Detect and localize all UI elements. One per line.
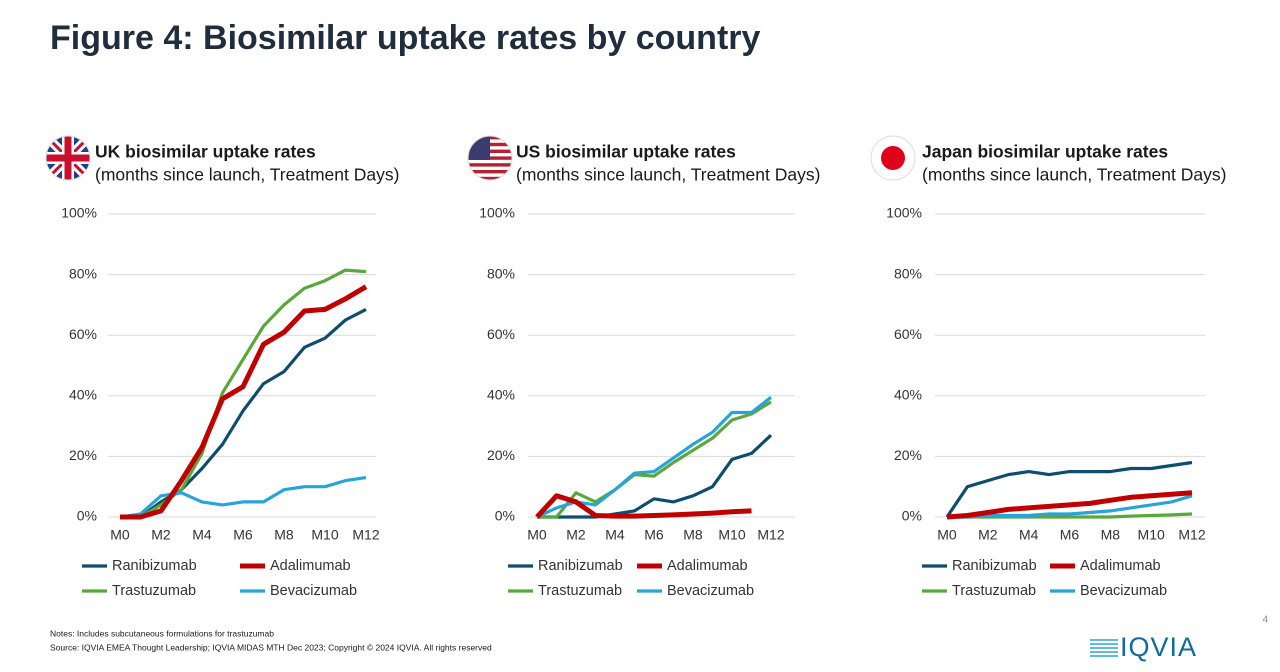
y-tick-label: 40% bbox=[69, 387, 97, 403]
series-line bbox=[120, 268, 367, 519]
y-tick-label: 80% bbox=[69, 265, 97, 281]
legend-label: Adalimumab bbox=[1080, 558, 1161, 574]
legend-label: Bevacizumab bbox=[270, 583, 357, 599]
series-line bbox=[947, 494, 1193, 519]
series-line bbox=[535, 493, 752, 519]
x-tick-label: M12 bbox=[352, 527, 379, 543]
y-tick-label: 0% bbox=[77, 508, 97, 524]
y-tick-label: 0% bbox=[495, 508, 515, 524]
x-tick-label: M10 bbox=[718, 527, 745, 543]
x-tick-label: M4 bbox=[192, 527, 212, 543]
x-tick-label: M2 bbox=[978, 527, 998, 543]
series-line bbox=[537, 434, 773, 519]
y-tick-label: 100% bbox=[61, 205, 97, 221]
source: Source: IQVIA EMEA Thought Leadership; I… bbox=[50, 642, 492, 652]
x-tick-label: M8 bbox=[683, 527, 703, 543]
y-tick-label: 100% bbox=[886, 205, 922, 221]
y-tick-label: 20% bbox=[894, 447, 922, 463]
notes: Notes: Includes subcutaneous formulation… bbox=[50, 628, 274, 638]
legend-label: Ranibizumab bbox=[112, 558, 197, 574]
page-number: 4 bbox=[1262, 615, 1268, 626]
y-tick-label: 20% bbox=[69, 447, 97, 463]
chart-title: Japan biosimilar uptake rates bbox=[922, 142, 1168, 162]
series-line bbox=[119, 476, 367, 519]
y-tick-label: 0% bbox=[902, 508, 922, 524]
legend-label: Bevacizumab bbox=[667, 583, 754, 599]
legend-label: Trastuzumab bbox=[538, 583, 622, 599]
chart-subtitle: (months since launch, Treatment Days) bbox=[922, 165, 1226, 185]
legend-label: Ranibizumab bbox=[538, 558, 623, 574]
series-line bbox=[120, 307, 367, 519]
logo-text: IQVIA bbox=[1120, 632, 1197, 662]
series-line bbox=[946, 490, 1193, 520]
y-tick-label: 20% bbox=[487, 447, 515, 463]
x-tick-label: M6 bbox=[1060, 527, 1080, 543]
y-tick-label: 40% bbox=[487, 387, 515, 403]
legend-label: Bevacizumab bbox=[1080, 583, 1167, 599]
legend-label: Ranibizumab bbox=[952, 558, 1037, 574]
x-tick-label: M12 bbox=[1178, 527, 1205, 543]
chart-title: US biosimilar uptake rates bbox=[516, 142, 736, 162]
x-tick-label: M12 bbox=[757, 527, 784, 543]
y-tick-label: 80% bbox=[487, 265, 515, 281]
series-line bbox=[537, 400, 772, 519]
uk-flag bbox=[46, 136, 90, 180]
x-tick-label: M10 bbox=[1138, 527, 1165, 543]
flag-ring bbox=[467, 135, 513, 181]
y-tick-label: 100% bbox=[479, 205, 515, 221]
x-tick-label: M8 bbox=[1101, 527, 1121, 543]
y-tick-label: 60% bbox=[894, 326, 922, 342]
y-tick-label: 80% bbox=[894, 265, 922, 281]
x-tick-label: M8 bbox=[274, 527, 294, 543]
y-tick-label: 60% bbox=[487, 326, 515, 342]
legend-label: Trastuzumab bbox=[112, 583, 196, 599]
series-line bbox=[120, 284, 368, 520]
x-tick-label: M6 bbox=[233, 527, 253, 543]
x-tick-label: M10 bbox=[311, 527, 338, 543]
series-line bbox=[945, 460, 1193, 518]
x-tick-label: M2 bbox=[151, 527, 171, 543]
chart-title: UK biosimilar uptake rates bbox=[95, 142, 316, 162]
legend-label: Adalimumab bbox=[270, 558, 351, 574]
x-tick-label: M6 bbox=[644, 527, 664, 543]
y-tick-label: 40% bbox=[894, 387, 922, 403]
legend-label: Trastuzumab bbox=[952, 583, 1036, 599]
x-tick-label: M4 bbox=[1019, 527, 1039, 543]
flag-ring bbox=[45, 135, 91, 181]
legend-label: Adalimumab bbox=[667, 558, 748, 574]
y-tick-label: 60% bbox=[69, 326, 97, 342]
x-tick-label: M0 bbox=[937, 527, 957, 543]
chart-subtitle: (months since launch, Treatment Days) bbox=[95, 165, 399, 185]
x-tick-label: M0 bbox=[527, 527, 547, 543]
x-tick-label: M0 bbox=[110, 527, 130, 543]
x-tick-label: M2 bbox=[566, 527, 586, 543]
x-tick-label: M4 bbox=[605, 527, 625, 543]
chart-subtitle: (months since launch, Treatment Days) bbox=[516, 165, 820, 185]
japan-flag-dot bbox=[881, 146, 905, 170]
logo-mark bbox=[1090, 639, 1118, 657]
slide-title: Figure 4: Biosimilar uptake rates by cou… bbox=[50, 19, 761, 57]
